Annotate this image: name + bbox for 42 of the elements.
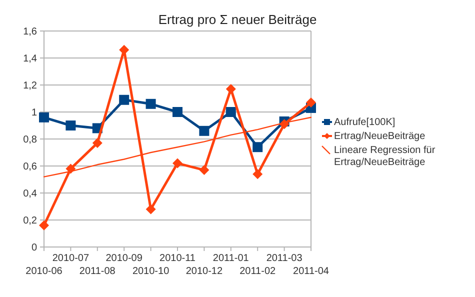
y-tick-label: 0,8 [23, 134, 38, 146]
point [66, 164, 76, 174]
point [252, 142, 263, 152]
x-tick-label: 2010-09 [106, 253, 143, 264]
point [226, 84, 236, 94]
y-tick-label: 0,2 [23, 216, 38, 226]
point [119, 44, 130, 55]
x-tick-label: 2011-04 [293, 266, 330, 277]
point [146, 98, 156, 109]
y-tick-label: 1,4 [23, 54, 38, 64]
x-tick-label: 2010-11 [160, 253, 196, 264]
legend-label: Aufrufe[100K] [334, 117, 396, 128]
point [172, 107, 182, 117]
point [172, 158, 182, 168]
y-tick-label: 0,4 [23, 188, 38, 200]
point [199, 165, 210, 176]
x-tick-label: 2011-02 [240, 266, 276, 277]
chart-title: Ertrag pro Σ neuer Beiträge [158, 12, 317, 27]
point [306, 98, 316, 108]
x-tick-label: 2011-08 [79, 266, 116, 277]
point [39, 220, 49, 230]
legend-label: Lineare Regression für Ertrag/NeueBeiträge [334, 145, 436, 168]
point [146, 204, 156, 214]
point [92, 138, 102, 148]
x-tick-label: 2010-06 [26, 266, 63, 277]
y-tick-label: 1,6 [23, 26, 38, 38]
point [252, 169, 263, 180]
point [66, 120, 76, 130]
x-tick-label: 2011-01 [212, 253, 250, 264]
point [226, 107, 236, 117]
x-tick-label: 2010-10 [132, 266, 170, 277]
point [199, 126, 210, 136]
legend-label: Ertrag/NeueBeiträge [334, 131, 426, 142]
y-tick-label: 1 [31, 108, 38, 118]
point [39, 112, 49, 122]
point [119, 94, 130, 105]
y-tick-label: 0 [31, 242, 38, 254]
x-tick-label: 2011-03 [266, 253, 303, 264]
x-tick-label: 2010-12 [186, 266, 223, 277]
x-tick-label: 2010-07 [52, 253, 90, 264]
y-tick-label: 0,6 [23, 162, 38, 172]
y-tick-label: 1,2 [23, 80, 38, 92]
